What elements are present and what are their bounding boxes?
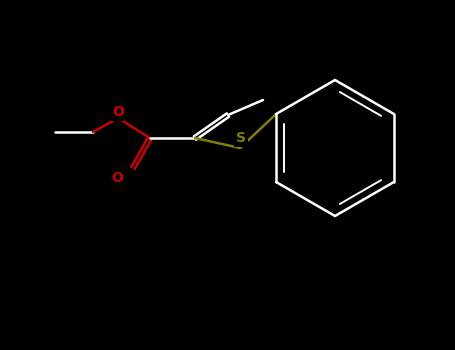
Text: O: O (111, 171, 123, 185)
Text: S: S (236, 131, 246, 145)
Text: O: O (112, 105, 124, 119)
